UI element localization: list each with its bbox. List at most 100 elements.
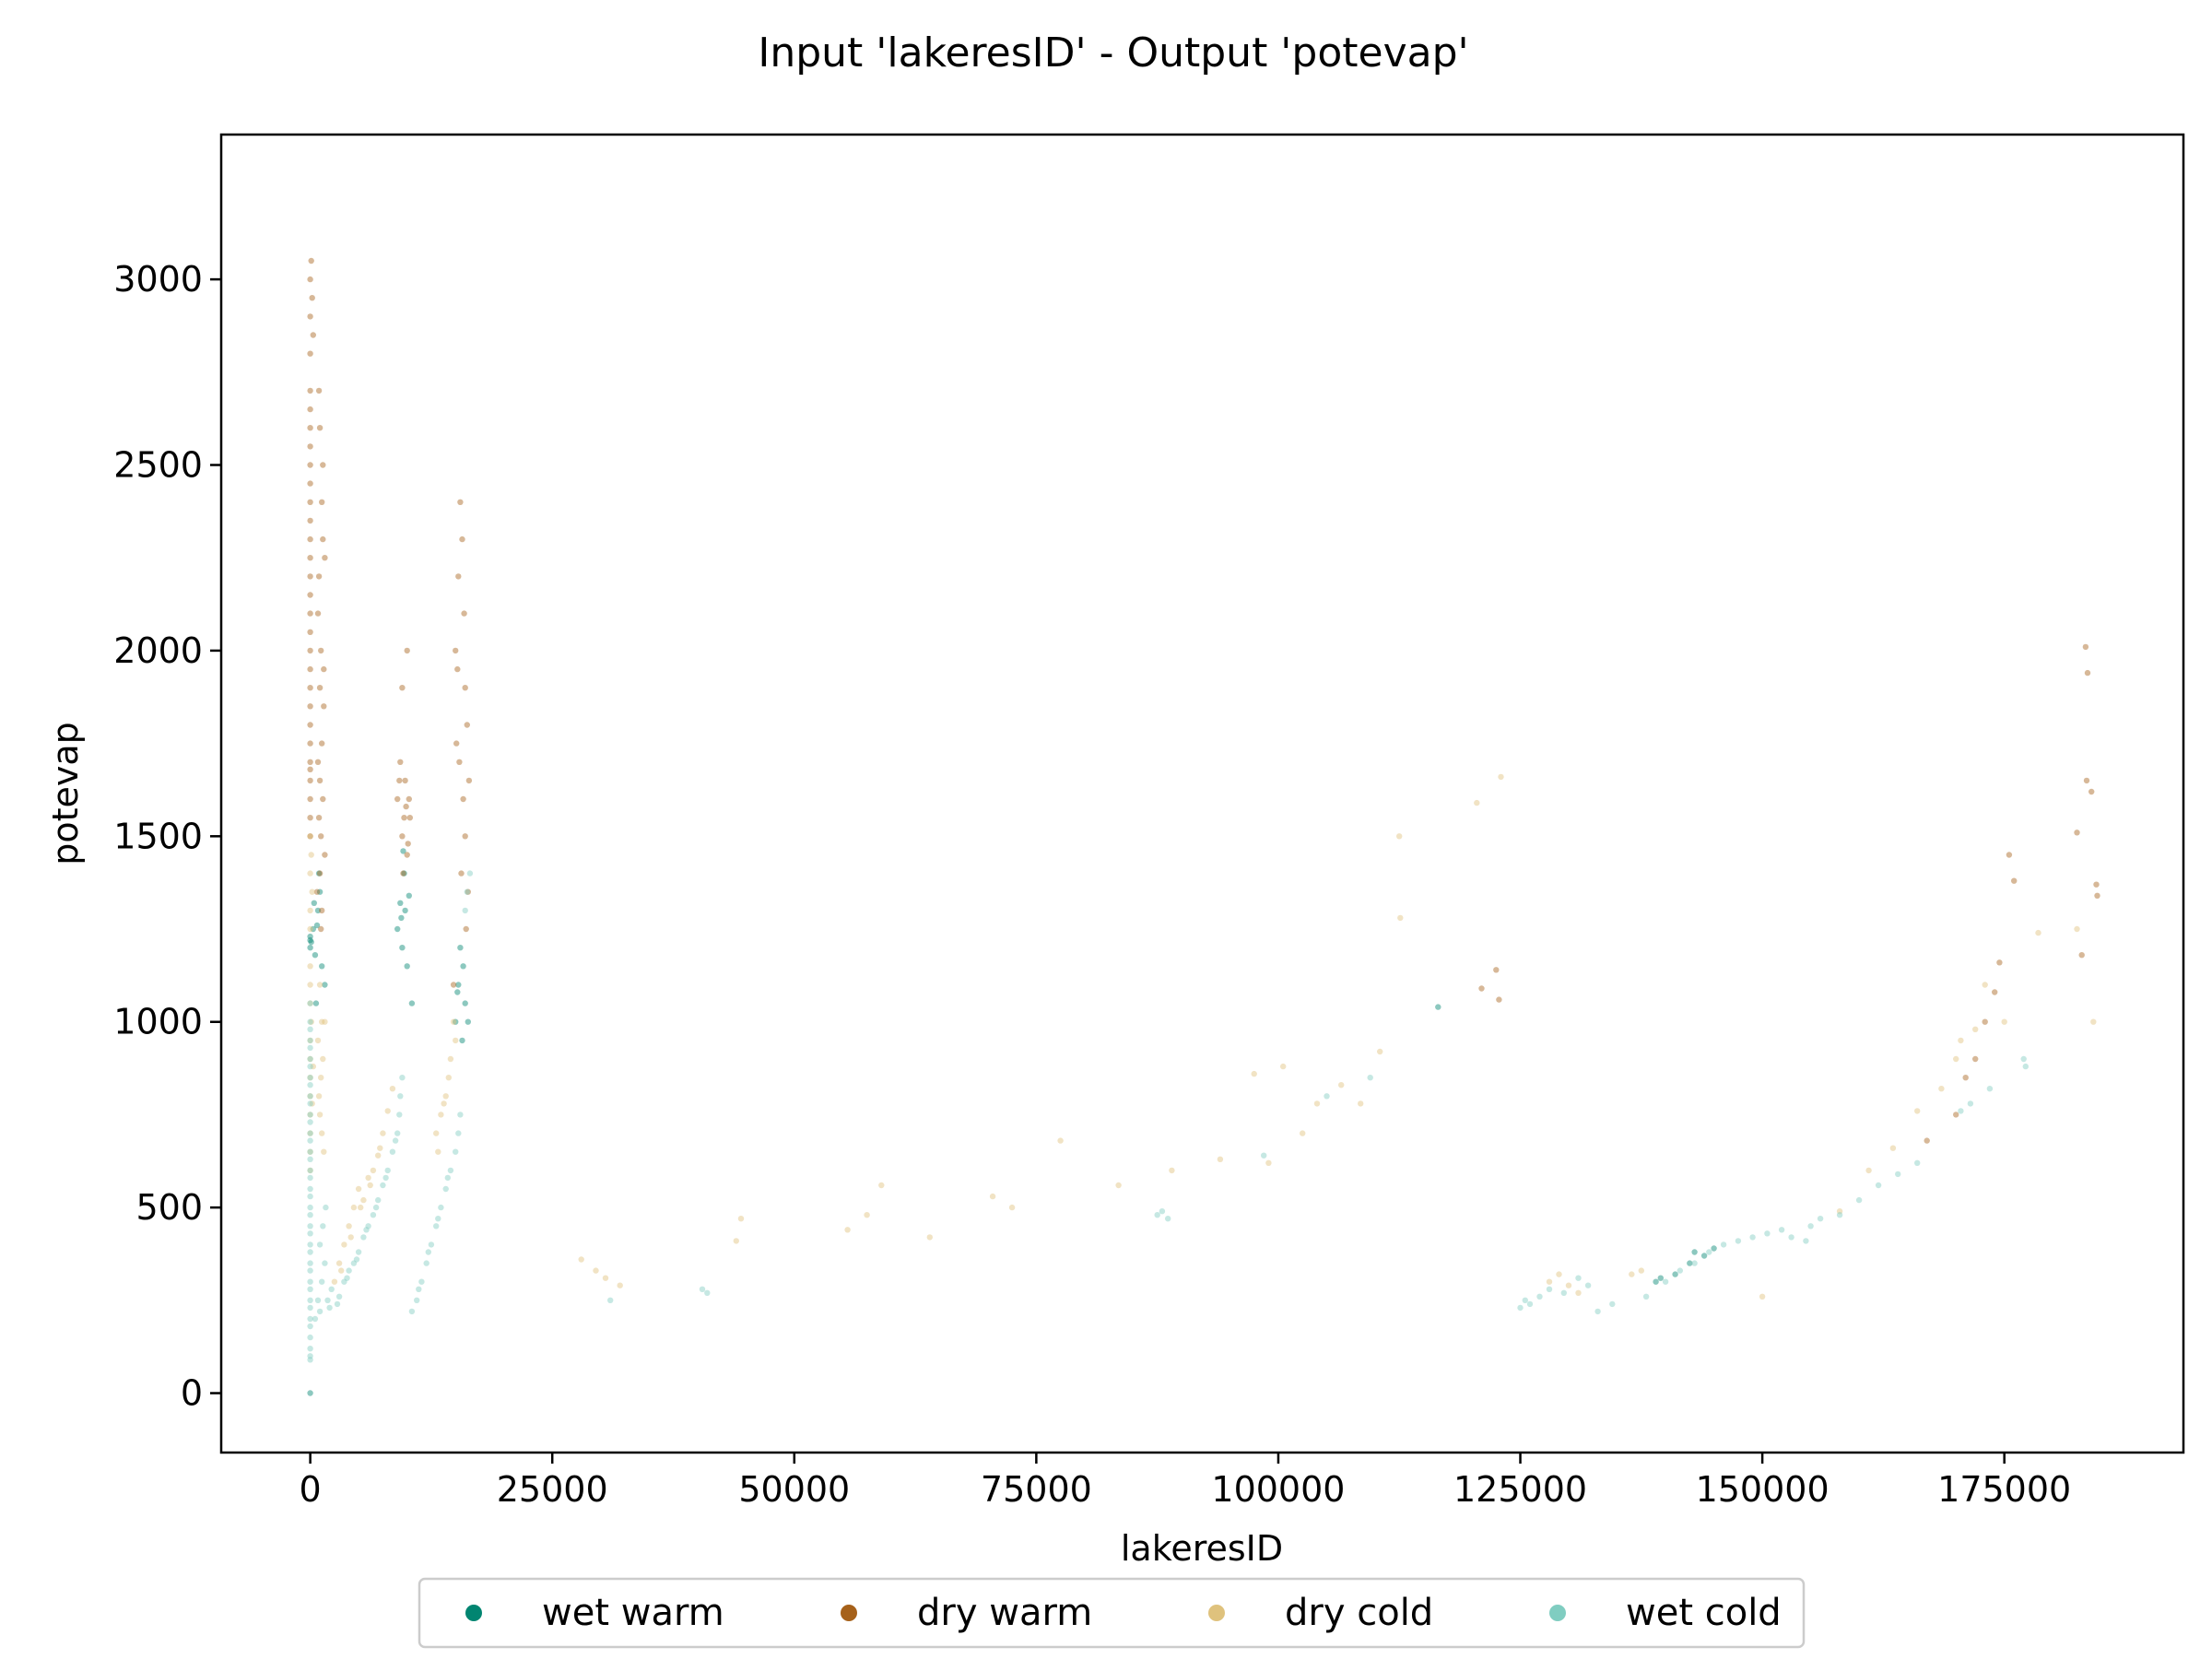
data-point [323, 1204, 329, 1211]
data-point [463, 925, 469, 933]
data-point [334, 1300, 341, 1308]
data-point [1609, 1300, 1616, 1308]
data-point [307, 1018, 313, 1025]
data-point [307, 629, 313, 635]
data-point [307, 1241, 313, 1248]
data-point [1836, 1212, 1843, 1218]
data-point [307, 665, 313, 673]
data-point [1280, 1063, 1287, 1070]
data-point [1764, 1230, 1771, 1237]
y-tick-label: 2000 [113, 630, 203, 671]
data-point [1958, 1108, 1964, 1114]
data-point [844, 1227, 851, 1233]
data-point [1498, 773, 1504, 781]
data-point [307, 1112, 313, 1118]
data-point [2084, 669, 2091, 677]
data-point [465, 888, 471, 895]
data-point [402, 907, 408, 914]
data-point [370, 1167, 377, 1174]
chart-title: Input 'lakeresID' - Output 'potevap' [758, 29, 1468, 76]
data-point [320, 462, 326, 468]
data-point [2083, 777, 2090, 784]
data-point [2090, 1018, 2097, 1025]
data-point [319, 963, 325, 970]
data-point [360, 1234, 367, 1241]
data-point [602, 1275, 609, 1281]
data-point [396, 777, 403, 784]
data-point [414, 1297, 420, 1304]
data-point [307, 1167, 313, 1174]
data-point [1677, 1267, 1684, 1274]
x-tick-label: 0 [300, 1469, 322, 1510]
data-point [307, 1000, 313, 1006]
data-point [360, 1196, 367, 1204]
data-point [307, 1286, 313, 1293]
data-point [380, 1130, 386, 1136]
legend-marker [1549, 1605, 1566, 1621]
data-point [319, 499, 325, 505]
data-point [425, 1249, 431, 1255]
data-point [1836, 1208, 1843, 1215]
data-point [1367, 1075, 1373, 1081]
data-point [464, 722, 470, 728]
data-point [1517, 1304, 1524, 1312]
data-point [307, 766, 313, 772]
data-point [433, 1130, 440, 1136]
data-point [307, 1304, 313, 1312]
data-point [307, 722, 313, 728]
data-point [1657, 1275, 1665, 1281]
y-tick-label: 1500 [113, 816, 203, 856]
data-point [313, 888, 321, 895]
data-point [307, 1093, 313, 1100]
data-point [455, 982, 462, 988]
data-point [1720, 1241, 1727, 1248]
data-point [1474, 799, 1480, 806]
data-point [1865, 1167, 1872, 1174]
data-point [353, 1256, 360, 1263]
data-point [1638, 1267, 1645, 1274]
data-point [307, 1075, 313, 1081]
data-point [450, 982, 457, 988]
data-point [404, 647, 410, 654]
data-point [328, 1286, 335, 1293]
data-point [322, 1018, 328, 1025]
data-point [307, 1100, 313, 1107]
data-point [307, 535, 313, 543]
data-point [1435, 1004, 1441, 1010]
data-point [2011, 877, 2018, 884]
data-point [399, 833, 406, 840]
data-point [1855, 1196, 1863, 1204]
data-point [321, 703, 327, 710]
y-axis-label: potevap [45, 722, 86, 865]
data-point [315, 1093, 323, 1100]
points-layer [307, 257, 2100, 1396]
data-point [438, 1112, 444, 1118]
data-point [1115, 1182, 1122, 1189]
data-point [1687, 1260, 1693, 1266]
data-point [307, 276, 313, 283]
data-point [396, 1112, 403, 1118]
data-point [1565, 1282, 1572, 1288]
data-point [314, 1297, 322, 1304]
data-point [453, 647, 459, 654]
data-point [435, 1216, 441, 1222]
data-point [1938, 1086, 1945, 1092]
data-point [307, 1148, 313, 1155]
x-tick-label: 75000 [981, 1469, 1092, 1510]
data-point [316, 425, 324, 431]
data-point [459, 1037, 465, 1044]
data-point [335, 1293, 343, 1300]
data-point [1261, 1152, 1267, 1159]
data-point [1711, 1245, 1717, 1252]
data-point [447, 1167, 454, 1174]
data-point [399, 945, 406, 951]
data-point [406, 892, 412, 899]
data-point [401, 870, 407, 877]
data-point [307, 1055, 313, 1063]
data-point [319, 740, 325, 747]
data-point [404, 963, 410, 970]
data-point [307, 833, 313, 840]
data-point [450, 1018, 457, 1025]
data-point [307, 1193, 313, 1200]
